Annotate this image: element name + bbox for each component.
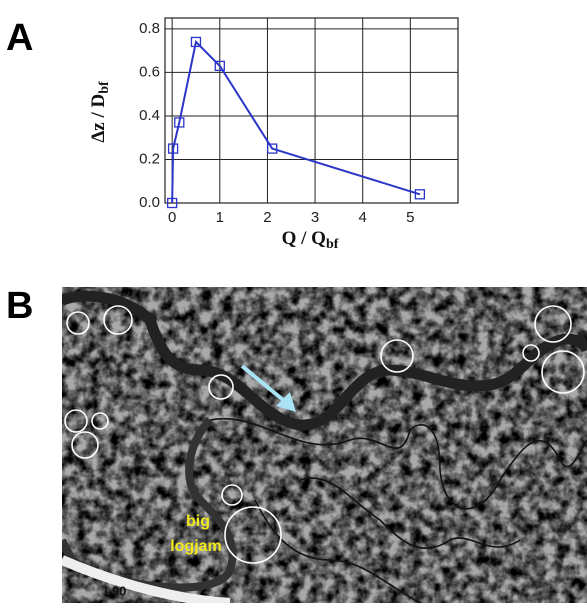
x-tick-label: 0 bbox=[168, 209, 176, 226]
photo: big logjam I-90 bbox=[62, 287, 587, 603]
circles bbox=[64, 305, 585, 564]
x-tick-label: 2 bbox=[263, 209, 271, 226]
road bbox=[62, 555, 231, 603]
y-tick-label: 0.8 bbox=[139, 20, 160, 37]
y-tick-label: 0.6 bbox=[139, 63, 160, 80]
x-tick-label: 3 bbox=[311, 209, 319, 226]
y-label-main: Δz / D bbox=[88, 94, 109, 143]
data-point bbox=[414, 189, 426, 200]
data-line bbox=[171, 39, 421, 204]
x-label-main: Q / Q bbox=[282, 228, 326, 249]
y-tick-label: 0.0 bbox=[139, 194, 160, 211]
data-point bbox=[166, 197, 178, 209]
river bbox=[62, 290, 587, 431]
y-tick-label: 0.2 bbox=[139, 150, 160, 167]
arrow-head bbox=[276, 392, 296, 412]
y-tick-label: 0.4 bbox=[139, 107, 160, 124]
plot-frame bbox=[164, 17, 459, 204]
data-point bbox=[267, 143, 278, 154]
data-point bbox=[167, 143, 179, 154]
x-tick-label: 1 bbox=[216, 209, 224, 226]
x-label-sub: bf bbox=[326, 237, 339, 252]
trail bbox=[209, 417, 587, 603]
photo-label: logjam bbox=[170, 538, 222, 555]
photo-label: big bbox=[186, 513, 210, 530]
panel-label: A bbox=[6, 17, 33, 59]
x-axis-label: Q / Qbf bbox=[282, 228, 339, 252]
panel-label: B bbox=[6, 285, 33, 327]
y-axis-label: Δz / Dbf bbox=[88, 81, 112, 143]
photo-label: I-90 bbox=[104, 583, 126, 598]
x-tick-label: 5 bbox=[406, 209, 414, 226]
data-point bbox=[214, 60, 225, 72]
arrow bbox=[240, 364, 290, 406]
data-point bbox=[174, 117, 185, 128]
y-label-sub: bf bbox=[97, 81, 112, 94]
data-point bbox=[190, 36, 202, 48]
x-tick-label: 4 bbox=[359, 209, 367, 226]
